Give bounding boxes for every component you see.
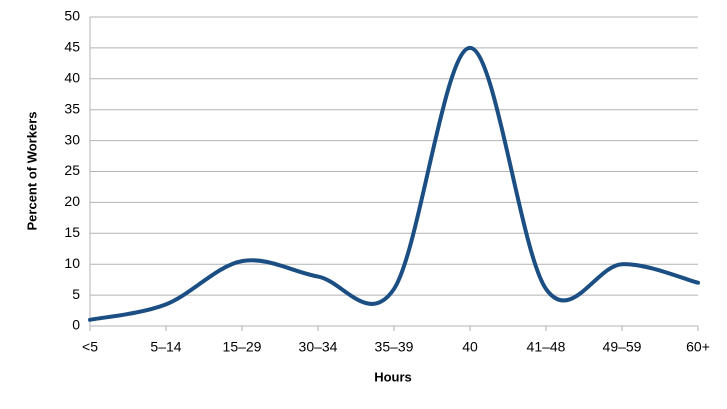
y-tick-label: 30 bbox=[64, 131, 80, 147]
x-axis-title: Hours bbox=[374, 369, 412, 384]
y-tick-label: 10 bbox=[64, 255, 80, 271]
x-tick-label: 41–48 bbox=[527, 339, 566, 355]
y-tick-label: 50 bbox=[64, 8, 80, 24]
y-tick-label: 0 bbox=[72, 317, 80, 333]
y-tick-label: 25 bbox=[64, 162, 80, 178]
y-tick-label: 20 bbox=[64, 193, 80, 209]
x-tick-label: 40 bbox=[462, 339, 478, 355]
x-tick-label: 35–39 bbox=[375, 339, 414, 355]
y-tick-label: 5 bbox=[72, 286, 80, 302]
x-tick-label: 30–34 bbox=[299, 339, 338, 355]
x-tick-label: 5–14 bbox=[150, 339, 181, 355]
y-tick-label: 40 bbox=[64, 70, 80, 86]
y-tick-label: 35 bbox=[64, 100, 80, 116]
x-tick-label: 60+ bbox=[686, 339, 710, 355]
y-axis-title: Percent of Workers bbox=[24, 112, 39, 231]
x-tick-label: 49–59 bbox=[603, 339, 642, 355]
data-line bbox=[88, 45, 700, 322]
y-tick-label: 45 bbox=[64, 39, 80, 55]
x-tick-label: <5 bbox=[82, 339, 98, 355]
x-tick-label: 15–29 bbox=[223, 339, 262, 355]
y-tick-label: 15 bbox=[64, 224, 80, 240]
